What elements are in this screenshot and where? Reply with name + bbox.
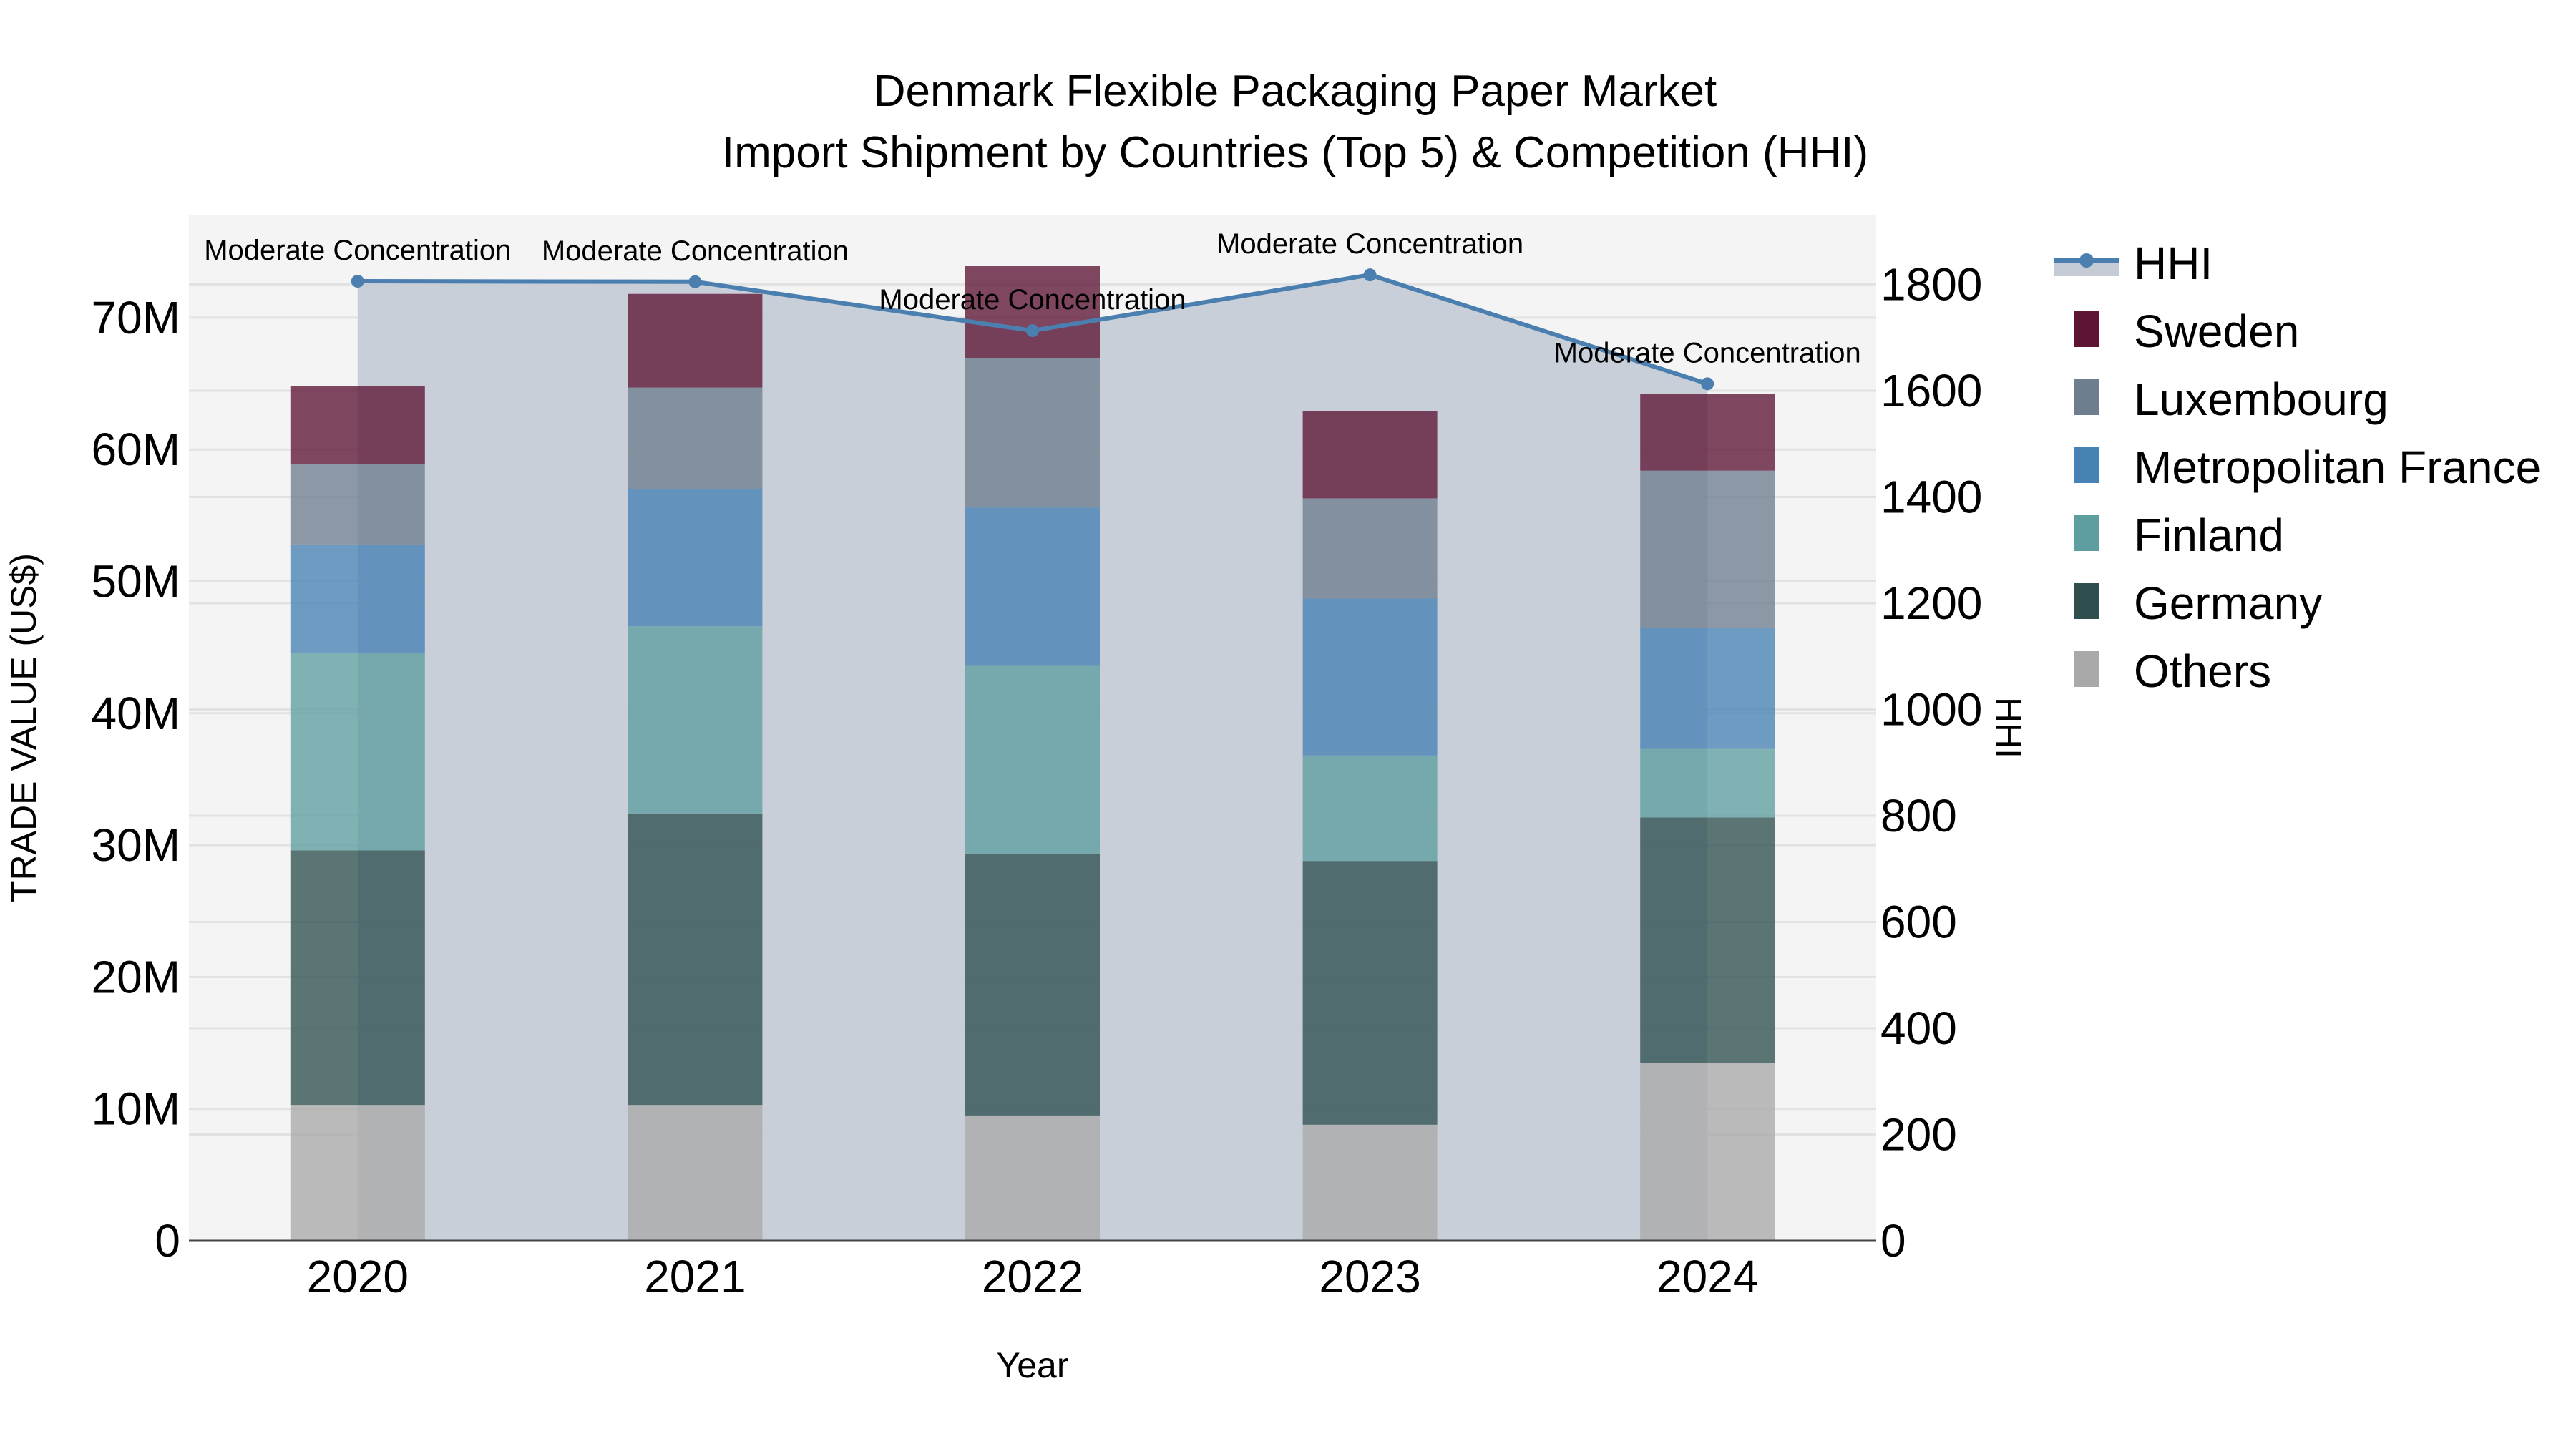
- y-tick-label: 60M: [92, 424, 181, 475]
- legend-fill-swatch: [2054, 260, 2119, 276]
- bar-segment-luxembourg[interactable]: [290, 464, 425, 545]
- hhi-marker[interactable]: [688, 275, 702, 288]
- y2-tick-label: 600: [1880, 897, 1957, 948]
- bar-segment-metropolitan-france[interactable]: [290, 544, 425, 653]
- y2-tick-label: 1800: [1880, 259, 1982, 311]
- legend-label: Others: [2134, 645, 2271, 697]
- bar-segment-germany[interactable]: [628, 813, 763, 1106]
- bar-segment-luxembourg[interactable]: [628, 387, 763, 489]
- color-swatch-icon: [2074, 515, 2099, 551]
- hhi-annotation: Moderate Concentration: [1216, 228, 1523, 260]
- stacked-bars: [290, 266, 1775, 1241]
- y2-axis-title: HHI: [1989, 697, 2029, 758]
- legend-label: HHI: [2134, 238, 2212, 289]
- y2-tick-label: 1400: [1880, 472, 1982, 523]
- bar-segment-finland[interactable]: [1640, 748, 1775, 818]
- bar-segment-germany[interactable]: [1302, 861, 1438, 1125]
- x-tick-label: 2023: [1319, 1251, 1420, 1302]
- bar-segment-germany[interactable]: [965, 854, 1100, 1116]
- color-swatch-icon: [2074, 379, 2099, 415]
- y-tick-label: 10M: [92, 1083, 181, 1135]
- color-swatch-icon: [2074, 311, 2099, 347]
- bar-segment-finland[interactable]: [965, 665, 1100, 855]
- legend-item-germany[interactable]: Germany: [2074, 577, 2322, 629]
- color-swatch-icon: [2074, 651, 2099, 687]
- y2-tick-label: 1200: [1880, 577, 1982, 629]
- y-tick-label: 50M: [92, 556, 181, 608]
- legend-label: Sweden: [2134, 306, 2299, 357]
- bar-segment-germany[interactable]: [1640, 817, 1775, 1063]
- y2-tick-label: 800: [1880, 790, 1957, 841]
- hhi-line: [351, 268, 1714, 391]
- y2-tick-label: 1600: [1880, 365, 1982, 416]
- y-tick-label: 0: [155, 1215, 180, 1267]
- x-tick-label: 2024: [1657, 1251, 1758, 1302]
- hhi-marker[interactable]: [1363, 268, 1377, 282]
- bar-segment-sweden[interactable]: [290, 386, 425, 464]
- hhi-marker[interactable]: [1026, 324, 1039, 338]
- bar-segment-finland[interactable]: [1302, 755, 1438, 862]
- legend-item-others[interactable]: Others: [2074, 645, 2271, 697]
- bar-segment-metropolitan-france[interactable]: [1640, 628, 1775, 749]
- color-swatch-icon: [2074, 583, 2099, 619]
- x-tick-label: 2021: [644, 1251, 746, 1302]
- x-axis-title: Year: [996, 1345, 1068, 1385]
- hhi-marker[interactable]: [1701, 377, 1714, 391]
- bar-segment-others[interactable]: [1302, 1124, 1438, 1241]
- legend-label: Luxembourg: [2134, 374, 2389, 425]
- bar-segment-sweden[interactable]: [628, 293, 763, 388]
- legend-item-metropolitan-france[interactable]: Metropolitan France: [2074, 441, 2541, 493]
- legend-item-hhi[interactable]: HHI: [2054, 238, 2212, 289]
- hhi-annotation: Moderate Concentration: [1554, 337, 1861, 369]
- bar-segment-others[interactable]: [1640, 1063, 1775, 1241]
- bar-segment-others[interactable]: [965, 1115, 1100, 1241]
- y-tick-label: 20M: [92, 951, 181, 1002]
- bar-segment-luxembourg[interactable]: [1302, 498, 1438, 599]
- legend-label: Metropolitan France: [2134, 441, 2541, 493]
- x-tick-label: 2022: [982, 1251, 1083, 1302]
- bar-segment-others[interactable]: [628, 1105, 763, 1241]
- hhi-annotations: Moderate Concentration Moderate Concentra…: [204, 228, 1861, 369]
- legend-label: Finland: [2134, 509, 2284, 561]
- bar-segment-sweden[interactable]: [1640, 394, 1775, 471]
- bar-segment-sweden[interactable]: [1302, 411, 1438, 499]
- hhi-marker[interactable]: [351, 275, 364, 288]
- legend-label: Germany: [2134, 577, 2322, 629]
- bar-segment-sweden[interactable]: [965, 266, 1100, 359]
- bar-segment-metropolitan-france[interactable]: [965, 507, 1100, 666]
- y-tick-label: 40M: [92, 688, 181, 739]
- y2-tick-label: 200: [1880, 1109, 1957, 1161]
- legend: HHI Sweden Luxembourg Metropolitan France Fi…: [2054, 238, 2541, 697]
- bar-segment-finland[interactable]: [290, 653, 425, 851]
- y-tick-label: 30M: [92, 819, 181, 871]
- legend-item-sweden[interactable]: Sweden: [2074, 306, 2299, 357]
- legend-item-luxembourg[interactable]: Luxembourg: [2074, 374, 2389, 425]
- bar-segment-germany[interactable]: [290, 850, 425, 1106]
- x-axis-ticks: 2020 2021 2022 2023 2024: [307, 1251, 1759, 1302]
- chart-title-line2: Import Shipment by Countries (Top 5) & C…: [722, 128, 1868, 177]
- y2-axis-ticks: 0 200 400 600 800 1000 1200 1400 1600 1800: [1880, 259, 1982, 1267]
- y2-tick-label: 400: [1880, 1002, 1957, 1054]
- chart-title-line1: Denmark Flexible Packaging Paper Market: [874, 67, 1717, 116]
- color-swatch-icon: [2074, 447, 2099, 483]
- bar-segment-luxembourg[interactable]: [1640, 470, 1775, 628]
- y-tick-label: 70M: [92, 292, 181, 343]
- bar-segment-luxembourg[interactable]: [965, 358, 1100, 508]
- bar-segment-others[interactable]: [290, 1105, 425, 1241]
- bar-segment-metropolitan-france[interactable]: [1302, 598, 1438, 756]
- marker-icon: [2079, 253, 2094, 268]
- legend-item-finland[interactable]: Finland: [2074, 509, 2284, 561]
- hhi-annotation: Moderate Concentration: [542, 235, 849, 267]
- bar-segment-metropolitan-france[interactable]: [628, 489, 763, 627]
- bar-segment-finland[interactable]: [628, 626, 763, 814]
- y-axis-ticks: 0 10M 20M 30M 40M 50M 60M 70M: [92, 292, 181, 1267]
- y-axis-title: TRADE VALUE (US$): [4, 553, 44, 902]
- hhi-annotation: Moderate Concentration: [879, 284, 1186, 316]
- y2-tick-label: 0: [1880, 1215, 1906, 1267]
- y2-tick-label: 1000: [1880, 684, 1982, 736]
- hhi-annotation: Moderate Concentration: [204, 235, 511, 266]
- x-tick-label: 2020: [307, 1251, 409, 1302]
